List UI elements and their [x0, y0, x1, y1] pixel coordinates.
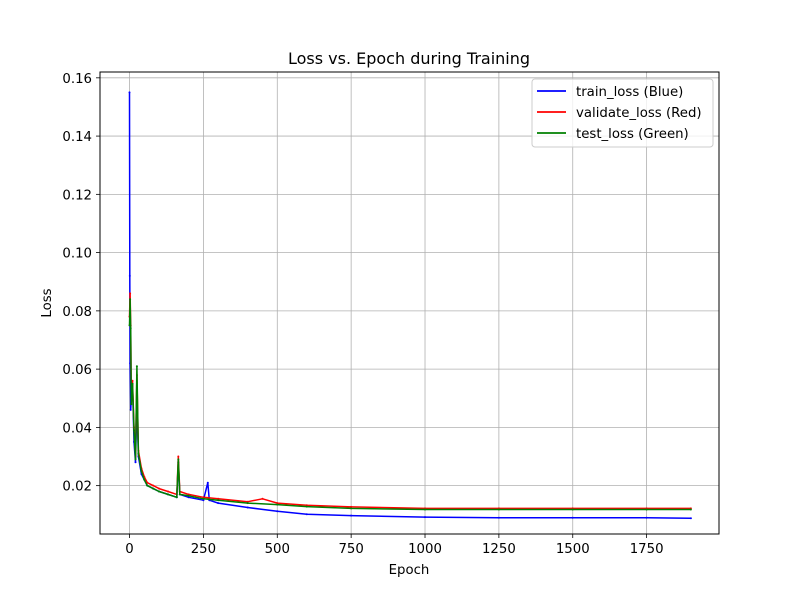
- test-loss-point: [571, 508, 574, 511]
- test-loss-point: [131, 382, 134, 385]
- train-loss-point: [246, 506, 249, 509]
- x-axis-label: Epoch: [389, 563, 430, 578]
- train-loss-point: [217, 502, 220, 505]
- validate-loss-point: [158, 487, 161, 490]
- validate-loss-point: [167, 490, 169, 493]
- train-loss-point: [424, 516, 426, 519]
- y-tick-label: 0.02: [62, 480, 92, 495]
- validate-loss-point: [217, 497, 220, 500]
- y-tick-label: 0.16: [62, 72, 92, 87]
- x-tick-label: 1000: [408, 542, 442, 557]
- test-loss-point: [689, 508, 692, 511]
- x-axis-ticks: 0 250 500 750 1000 1250 1500 1750: [125, 534, 664, 557]
- validate-loss-point: [152, 484, 155, 487]
- y-tick-label: 0.08: [62, 305, 92, 320]
- test-loss-point: [178, 493, 181, 496]
- test-loss-point: [497, 508, 500, 511]
- test-loss-point: [177, 458, 180, 461]
- train-loss-point: [276, 510, 279, 513]
- train-loss-point: [128, 91, 131, 94]
- series-lines: [128, 91, 692, 520]
- validate-loss-point: [350, 505, 353, 508]
- y-tick-label: 0.12: [62, 188, 92, 203]
- test-loss-point: [135, 365, 138, 368]
- x-tick-label: 1500: [556, 542, 590, 557]
- test-loss-point: [129, 327, 132, 330]
- x-tick-label: 250: [191, 542, 216, 557]
- validate-loss-point: [305, 504, 308, 507]
- x-tick-label: 500: [265, 542, 290, 557]
- test-loss-point: [202, 497, 205, 500]
- train-loss-point: [571, 516, 574, 519]
- chart-title: Loss vs. Epoch during Training: [288, 49, 530, 68]
- train-loss-point: [187, 496, 190, 499]
- train-loss-point: [497, 516, 500, 519]
- y-axis-ticks: 0.02 0.04 0.06 0.08 0.10 0.12 0.14 0.16: [62, 72, 100, 495]
- validate-loss-point: [246, 500, 249, 503]
- legend: train_loss (Blue) validate_loss (Red) test…: [531, 78, 714, 148]
- train-loss-point: [645, 516, 648, 519]
- test-loss-point: [276, 503, 279, 506]
- test-loss-point: [152, 487, 155, 490]
- y-tick-label: 0.14: [62, 130, 92, 145]
- x-tick-label: 750: [338, 542, 363, 557]
- test-loss-point: [129, 298, 132, 301]
- test-loss-line: [128, 298, 691, 511]
- validate-loss-point: [177, 455, 180, 458]
- test-loss-point: [167, 493, 169, 496]
- grid-lines: [100, 72, 719, 534]
- plot-area-frame: [99, 71, 720, 535]
- test-loss-point: [158, 490, 161, 493]
- test-loss-point: [187, 494, 190, 497]
- test-loss-point: [137, 452, 140, 455]
- legend-label-test-loss: test_loss (Green): [576, 127, 689, 142]
- x-tick-label: 1250: [482, 542, 516, 557]
- legend-label-validate-loss: validate_loss (Red): [576, 106, 702, 121]
- train-loss-point: [689, 517, 692, 520]
- y-tick-label: 0.10: [62, 247, 92, 262]
- validate-loss-point: [131, 379, 134, 382]
- test-loss-point: [305, 505, 308, 508]
- train-loss-point: [128, 274, 131, 277]
- x-tick-label: 0: [125, 542, 133, 557]
- test-loss-point: [246, 502, 249, 505]
- test-loss-point: [424, 508, 426, 511]
- y-tick-label: 0.06: [62, 363, 92, 378]
- train-loss-point: [206, 481, 209, 484]
- validate-loss-point: [261, 497, 264, 500]
- train-loss-point: [202, 499, 205, 502]
- train-loss-point: [134, 461, 137, 464]
- train-loss-point: [305, 513, 308, 516]
- train-loss-point: [129, 408, 132, 411]
- validate-loss-point: [276, 502, 279, 505]
- test-loss-point: [134, 458, 137, 461]
- validate-loss-point: [202, 496, 205, 499]
- legend-box: [531, 78, 714, 148]
- test-loss-point: [133, 429, 135, 432]
- test-loss-point: [130, 403, 133, 406]
- test-loss-point: [146, 484, 149, 487]
- x-tick-label: 1750: [630, 542, 664, 557]
- validate-loss-point: [187, 493, 190, 496]
- y-tick-label: 0.04: [62, 421, 92, 436]
- test-loss-point: [128, 324, 131, 327]
- test-loss-point: [645, 508, 648, 511]
- test-loss-point: [217, 499, 220, 502]
- legend-label-train-loss: train_loss (Blue): [576, 85, 683, 100]
- train-loss-point: [350, 514, 353, 517]
- y-axis-label: Loss: [40, 288, 55, 317]
- test-loss-point: [140, 470, 143, 473]
- test-loss-point: [350, 507, 353, 510]
- test-loss-point: [143, 478, 146, 481]
- validate-loss-point: [129, 292, 132, 295]
- test-loss-point: [175, 496, 178, 499]
